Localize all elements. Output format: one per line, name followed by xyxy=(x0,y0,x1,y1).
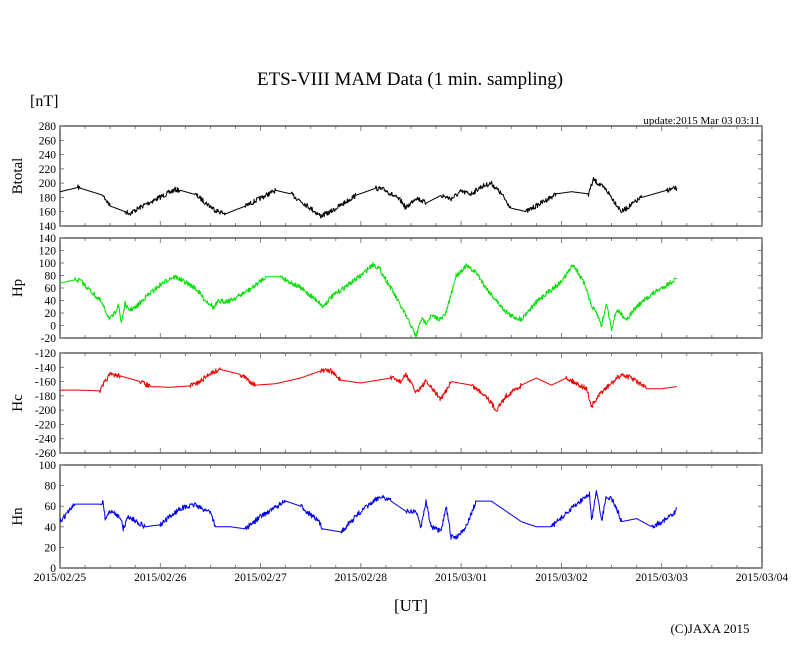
y-tick-label: 140 xyxy=(39,233,57,245)
x-tick-label: 2015/02/28 xyxy=(335,572,388,584)
y-tick-label: 240 xyxy=(39,150,57,162)
y-tick-label: -20 xyxy=(41,333,57,345)
panel-frame xyxy=(59,237,763,339)
series-btotal xyxy=(59,176,678,219)
panel-frame xyxy=(59,464,763,569)
x-tick-label: 2015/03/02 xyxy=(535,572,588,584)
x-tick-label: 2015/02/27 xyxy=(234,572,287,584)
x-tick-label: 2015/03/01 xyxy=(435,572,488,584)
x-axis-label: [UT] xyxy=(394,596,428,615)
y-axis-label: Btotal xyxy=(10,158,26,195)
y-tick-label: 200 xyxy=(39,178,57,190)
x-tick-label: 2015/02/26 xyxy=(134,572,187,584)
y-tick-label: 220 xyxy=(39,164,57,176)
y-tick-label: 60 xyxy=(45,501,57,513)
y-axis-label: Hn xyxy=(10,507,26,526)
y-tick-label: 80 xyxy=(45,481,57,493)
panel-frame xyxy=(59,125,763,227)
y-tick-label: 180 xyxy=(39,192,57,204)
panel-btotal: 140 160 180 200 220 240 260 280 Btotal xyxy=(10,121,763,233)
y-tick-label: 0 xyxy=(50,563,56,575)
y-tick-label: 40 xyxy=(45,522,57,534)
y-tick-label: 60 xyxy=(45,283,57,295)
panel-hc: -260 -240 -220 -200 -180 -160 -140 -120 Hc xyxy=(10,348,763,460)
series-hc xyxy=(60,367,677,412)
y-tick-label: 80 xyxy=(45,271,57,283)
panel-hn: 0 20 40 60 80 100 Hn xyxy=(10,460,763,575)
x-tick-label: 2015/03/03 xyxy=(636,572,689,584)
x-tick-label: 2015/03/04 xyxy=(736,572,789,584)
y-tick-label: 120 xyxy=(39,246,57,258)
y-tick-label: 40 xyxy=(45,296,57,308)
series-hn xyxy=(59,490,678,540)
y-tick-label: -180 xyxy=(35,391,56,403)
y-tick-label: -220 xyxy=(35,419,56,431)
y-tick-label: 20 xyxy=(45,542,57,554)
y-tick-label: 140 xyxy=(39,221,57,233)
y-tick-label: 100 xyxy=(39,460,57,472)
y-axis-label: Hp xyxy=(10,279,26,297)
y-tick-label: -260 xyxy=(35,448,56,460)
y-tick-label: -120 xyxy=(35,348,56,360)
unit-label: [nT] xyxy=(30,93,58,110)
y-tick-label: 280 xyxy=(39,121,57,133)
y-tick-label: -240 xyxy=(35,434,56,446)
y-tick-label: -140 xyxy=(35,362,56,374)
panel-frame xyxy=(59,352,763,454)
y-tick-label: 0 xyxy=(50,321,56,333)
y-axis-label: Hc xyxy=(10,394,26,412)
y-tick-label: 260 xyxy=(39,135,57,147)
x-tick-label: 2015/02/25 xyxy=(34,572,87,584)
series-hp xyxy=(59,261,677,339)
update-text: update:2015 Mar 03 03:11 xyxy=(643,115,760,127)
y-tick-label: 160 xyxy=(39,207,57,219)
y-tick-label: 20 xyxy=(45,308,57,320)
copyright: (C)JAXA 2015 xyxy=(670,621,749,636)
y-tick-label: -160 xyxy=(35,377,56,389)
y-tick-label: 100 xyxy=(39,258,57,270)
chart-title: ETS-VIII MAM Data (1 min. sampling) xyxy=(257,69,563,90)
y-tick-label: -200 xyxy=(35,405,56,417)
